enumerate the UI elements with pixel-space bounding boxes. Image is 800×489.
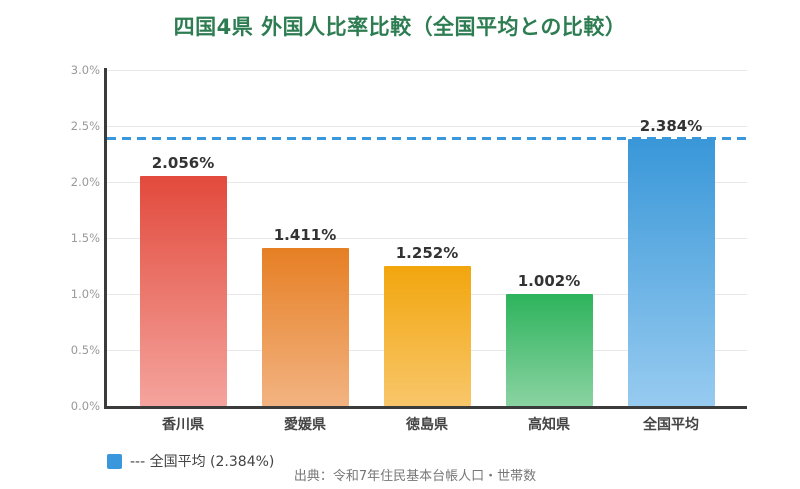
bar-value-label: 2.384% — [639, 116, 703, 135]
bar-高知県 — [505, 293, 593, 406]
y-tick-label: 0.5% — [70, 343, 100, 357]
legend-color-swatch — [107, 453, 122, 469]
y-tick-label: 3.0% — [70, 63, 100, 77]
gridline — [107, 126, 747, 127]
x-tick-label-高知県: 高知県 — [528, 417, 570, 433]
bar-value-label: 1.411% — [273, 225, 337, 244]
bar-愛媛県 — [261, 247, 349, 406]
y-tick-label: 2.5% — [70, 119, 100, 133]
y-axis-line — [104, 68, 107, 409]
bar-value-label: 2.056% — [151, 153, 215, 172]
bar-香川県 — [139, 175, 227, 406]
bar-value-label: 1.252% — [395, 243, 459, 262]
bar-全国平均 — [627, 138, 715, 406]
legend: --- 全国平均 (2.384%) — [107, 451, 274, 471]
gridline — [107, 182, 747, 183]
national-average-reference-line — [107, 137, 747, 140]
bar-徳島県 — [383, 265, 471, 406]
x-axis-line — [104, 406, 747, 409]
y-tick-label: 1.5% — [70, 231, 100, 245]
legend-label: --- 全国平均 (2.384%) — [130, 454, 275, 470]
bar-value-label: 1.002% — [517, 271, 581, 290]
x-tick-label-全国平均: 全国平均 — [643, 417, 699, 433]
gridline — [107, 70, 747, 71]
x-tick-label-徳島県: 徳島県 — [406, 417, 448, 433]
x-tick-label-愛媛県: 愛媛県 — [284, 417, 326, 433]
gridline — [107, 238, 747, 239]
y-tick-label: 1.0% — [70, 287, 100, 301]
chart-title: 四国4県 外国人比率比較（全国平均との比較） — [173, 15, 627, 39]
x-tick-label-香川県: 香川県 — [162, 417, 204, 433]
y-tick-label: 0.0% — [70, 399, 100, 413]
y-tick-label: 2.0% — [70, 175, 100, 189]
source-note: 出典：令和7年住民基本台帳人口・世帯数 — [293, 469, 537, 484]
